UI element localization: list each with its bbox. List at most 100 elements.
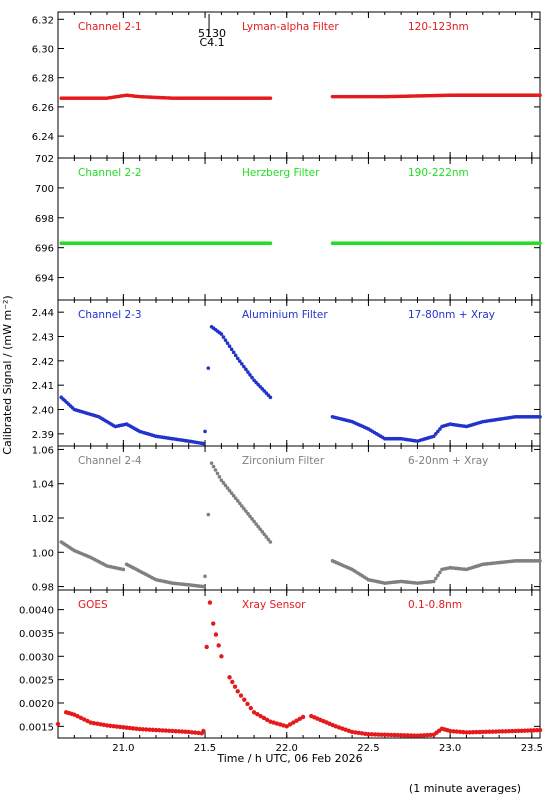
data-point xyxy=(201,728,206,734)
data-point xyxy=(176,729,182,734)
y-tick-label: 700 xyxy=(35,184,54,195)
data-point xyxy=(221,335,226,339)
data-point xyxy=(211,464,216,469)
y-tick-label: 694 xyxy=(35,274,54,285)
data-point xyxy=(264,717,270,722)
data-point xyxy=(157,728,162,733)
data-point xyxy=(447,728,453,734)
channel-label: GOES xyxy=(78,599,108,611)
data-point xyxy=(500,729,505,734)
filter-label: Aluminium Filter xyxy=(242,309,328,321)
y-tick-label: 6.30 xyxy=(32,45,54,56)
y-tick-label: 2.39 xyxy=(32,430,54,441)
data-point xyxy=(436,573,440,578)
data-point xyxy=(215,471,220,476)
data-point xyxy=(538,415,542,419)
data-point xyxy=(140,727,146,732)
data-point xyxy=(291,720,296,725)
y-tick-label: 698 xyxy=(35,214,54,225)
y-tick-label: 0.0040 xyxy=(19,606,54,617)
footnote: (1 minute averages) xyxy=(409,782,521,795)
data-point xyxy=(287,722,293,727)
data-point xyxy=(242,506,246,511)
data-point xyxy=(232,684,238,689)
y-tick-label: 0.0035 xyxy=(19,629,54,640)
data-series xyxy=(59,241,542,245)
panel-frame xyxy=(57,299,541,447)
data-point xyxy=(124,725,129,730)
data-point xyxy=(144,727,149,732)
data-point xyxy=(451,729,456,734)
data-point xyxy=(264,535,269,539)
y-tick-label: 6.24 xyxy=(32,132,54,143)
x-tick-label: 22.5 xyxy=(357,743,379,754)
data-point xyxy=(223,483,228,488)
data-point xyxy=(470,730,476,735)
x-tick-label: 23.5 xyxy=(521,743,543,754)
data-point xyxy=(268,395,273,400)
data-point xyxy=(235,356,240,361)
panel-frame xyxy=(57,11,541,159)
data-point xyxy=(362,731,368,736)
channel-label: Channel 2-1 xyxy=(78,21,142,33)
data-point xyxy=(245,701,250,707)
data-point xyxy=(256,524,260,529)
data-point xyxy=(186,729,191,735)
panel-4: 0.98 1.00 1.02 1.04 1.06 Channel 2-4 Zirconium… xyxy=(32,445,542,594)
data-point xyxy=(163,728,169,733)
data-series xyxy=(59,93,542,100)
data-point xyxy=(425,732,430,738)
data-point xyxy=(203,574,207,579)
data-point xyxy=(366,732,371,737)
data-point xyxy=(201,584,206,589)
y-tick-label: 1.06 xyxy=(32,445,54,456)
data-point xyxy=(137,726,142,732)
data-point xyxy=(114,724,120,729)
y-tick-label: 6.28 xyxy=(32,74,54,85)
data-point xyxy=(389,732,394,738)
panel-5: 0.0015 0.0020 0.0025 0.0030 0.0035 0.0040 GOES… xyxy=(19,589,543,739)
data-point xyxy=(510,728,515,734)
data-series xyxy=(59,461,542,589)
data-point xyxy=(219,654,224,659)
data-point xyxy=(431,434,436,439)
data-point xyxy=(216,643,221,648)
data-point xyxy=(392,732,397,738)
data-point xyxy=(408,733,414,738)
panels-group: 6.24 6.26 6.28 6.30 6.32 Channel 2-1 Lyman-alp… xyxy=(19,11,543,739)
data-point xyxy=(258,527,262,531)
data-point xyxy=(229,491,234,495)
data-point xyxy=(193,730,198,735)
band-label: 0.1-0.8nm xyxy=(408,599,462,611)
data-point xyxy=(421,733,427,738)
data-point xyxy=(72,712,77,717)
data-point xyxy=(538,93,542,98)
data-point xyxy=(258,713,263,719)
data-point xyxy=(382,732,387,737)
data-point xyxy=(359,731,365,736)
data-point xyxy=(134,726,139,731)
x-axis-group: 21.0 21.5 22.0 22.5 23.0 23.5 xyxy=(112,743,543,754)
data-point xyxy=(294,718,299,723)
channel-label: Channel 2-3 xyxy=(78,309,142,321)
data-point xyxy=(213,468,218,472)
event-label-top: 5130 xyxy=(198,27,226,40)
data-point xyxy=(251,710,257,715)
y-tick-label: 0.0020 xyxy=(19,699,54,710)
x-tick-label: 23.0 xyxy=(439,743,461,754)
data-point xyxy=(104,723,110,728)
data-point xyxy=(415,733,420,738)
panel-frame xyxy=(57,589,541,739)
data-point xyxy=(201,441,206,446)
data-point xyxy=(225,341,230,345)
data-point xyxy=(170,728,175,734)
data-point xyxy=(227,675,232,680)
data-point xyxy=(260,529,265,534)
data-point xyxy=(266,537,271,542)
y-tick-label: 0.0025 xyxy=(19,676,54,687)
data-point xyxy=(428,732,433,738)
channel-label: Channel 2-2 xyxy=(78,167,142,179)
data-point xyxy=(376,732,381,737)
data-point xyxy=(369,732,374,737)
